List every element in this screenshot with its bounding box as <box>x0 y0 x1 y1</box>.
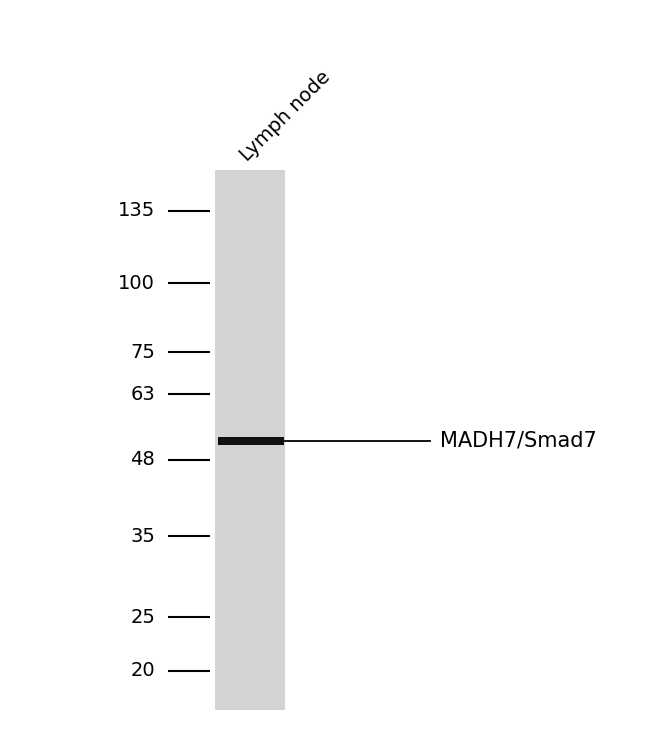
Text: 20: 20 <box>131 661 155 680</box>
Bar <box>215 170 285 710</box>
Text: Lymph node: Lymph node <box>237 67 334 165</box>
Text: 63: 63 <box>130 385 155 404</box>
Text: 35: 35 <box>130 526 155 546</box>
Text: 75: 75 <box>130 343 155 362</box>
Text: 100: 100 <box>118 274 155 293</box>
Text: MADH7/Smad7: MADH7/Smad7 <box>440 431 597 451</box>
Text: 135: 135 <box>118 201 155 220</box>
Bar <box>218 437 284 445</box>
Text: 48: 48 <box>130 450 155 470</box>
Text: 25: 25 <box>130 608 155 627</box>
